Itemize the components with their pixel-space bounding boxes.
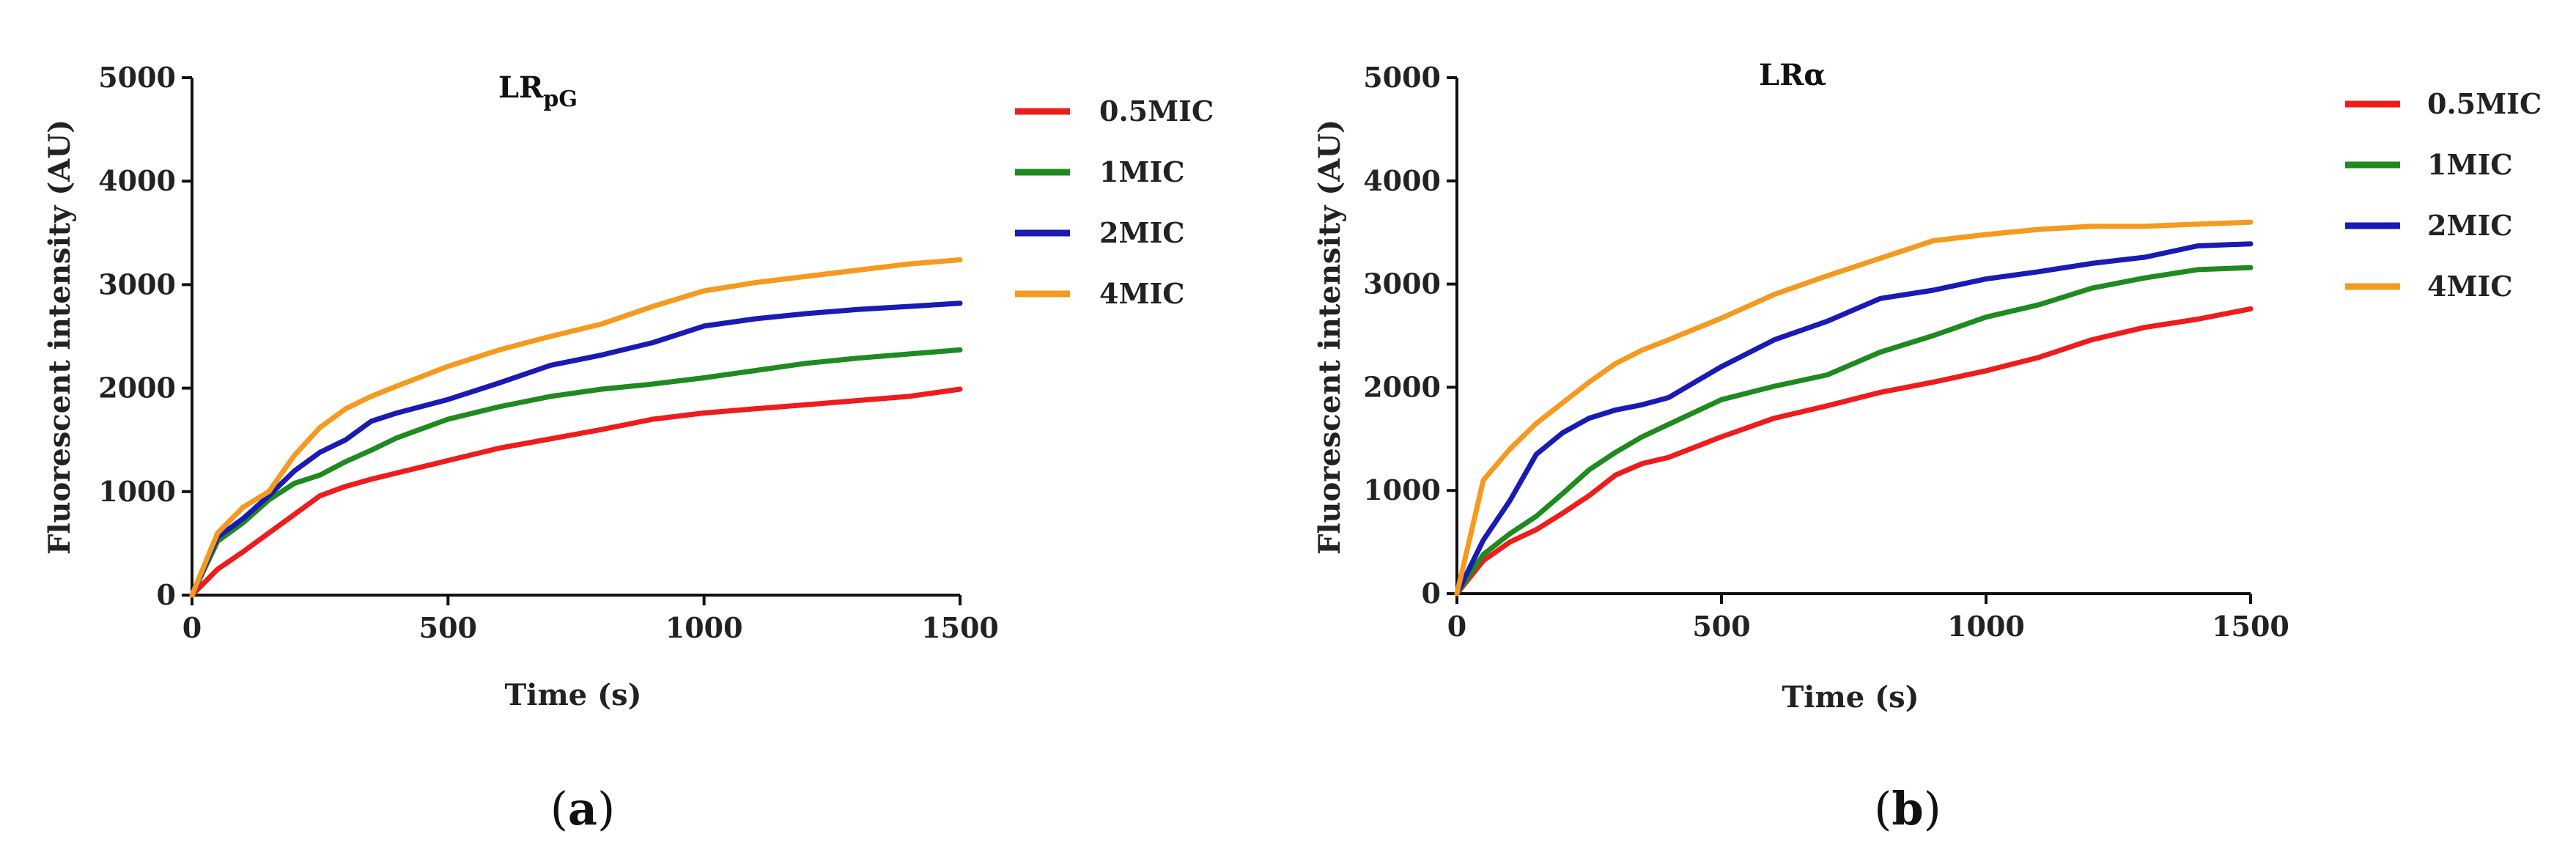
y-tick-label: 4000 [1363,164,1441,197]
legend-label: 1MIC [1099,155,1185,188]
chart-title: LRpG [498,70,577,112]
y-tick-label: 2000 [98,372,176,405]
y-tick-label: 1000 [98,475,176,508]
series-line-1mic [1454,265,2254,597]
legend-label: 2MIC [1099,216,1185,249]
chart-panel-b: LRα Fluorescent intensity (AU) Time (s) … [1313,58,2542,715]
x-tick-label: 1500 [921,611,999,644]
y-tick-label: 2000 [1363,370,1441,403]
x-tick-label: 0 [182,611,202,644]
legend-label: 4MIC [1099,277,1185,310]
legend-label: 4MIC [2427,270,2513,303]
y-axis-label: Fluorescent intensity (AU) [1313,119,1347,555]
y-tick-label: 3000 [98,268,176,300]
series-line-4mic [189,257,963,598]
y-tick-label: 1000 [1363,473,1441,506]
y-tick-label: 4000 [98,164,176,197]
chart-title: LRα [1759,58,1826,92]
y-tick-label: 0 [1422,577,1441,610]
y-axis-label: Fluorescent intensity (AU) [43,119,77,555]
x-tick-label: 500 [1692,610,1750,643]
y-tick-label: 0 [157,578,176,611]
panel-caption-b: (b) [1874,782,1941,835]
series-line-0-5mic [189,386,963,598]
y-tick-label: 5000 [1363,61,1441,94]
series-line-1mic [189,347,963,598]
y-tick-label: 3000 [1363,268,1441,300]
panel-caption-a: (a) [550,782,616,835]
x-tick-label: 500 [419,611,477,644]
series-line-2mic [189,300,963,598]
x-axis-label: Time (s) [504,678,641,712]
legend-label: 0.5MIC [2427,87,2542,120]
x-tick-label: 1000 [1947,610,2025,643]
y-tick-label: 5000 [98,61,176,94]
x-axis-label: Time (s) [1782,680,1919,715]
series-line-0-5mic [1454,306,2254,597]
legend-label: 0.5MIC [1099,95,1214,128]
x-tick-label: 1500 [2212,610,2289,643]
series-line-2mic [1454,241,2254,597]
x-tick-label: 0 [1447,610,1466,643]
chart-panel-a: LRpG Fluorescent intensity (AU) Time (s)… [43,61,1214,712]
legend-label: 2MIC [2427,209,2513,242]
x-tick-label: 1000 [665,611,743,644]
legend-label: 1MIC [2427,148,2513,181]
series-line-4mic [1454,219,2254,597]
